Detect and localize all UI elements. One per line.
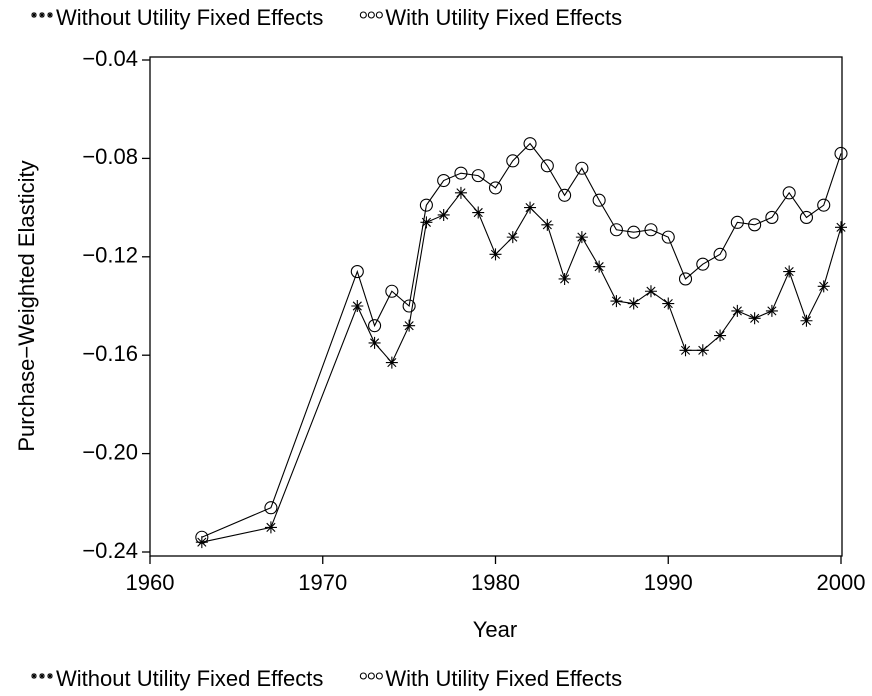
data-point xyxy=(351,300,364,312)
x-tick-label: 1990 xyxy=(644,570,693,595)
legend-symbol xyxy=(367,672,375,680)
y-tick-label: −0.16 xyxy=(82,341,138,366)
data-point xyxy=(368,319,382,333)
legend-label: With Utility Fixed Effects xyxy=(385,5,622,30)
legend-symbol xyxy=(375,11,383,19)
legend-symbol xyxy=(359,11,367,19)
data-point xyxy=(506,231,519,244)
legend-label: With Utility Fixed Effects xyxy=(385,666,622,691)
data-point xyxy=(714,329,727,342)
data-point xyxy=(454,166,468,180)
series-line xyxy=(201,142,842,538)
data-point xyxy=(748,218,762,232)
data-point xyxy=(385,284,399,298)
data-point xyxy=(437,208,450,221)
data-point xyxy=(765,210,779,224)
legend-label: Without Utility Fixed Effects xyxy=(56,5,323,30)
data-point xyxy=(472,206,485,219)
data-point xyxy=(523,137,537,151)
data-point xyxy=(558,272,571,285)
data-point xyxy=(730,215,744,229)
data-point xyxy=(420,216,433,229)
data-point xyxy=(783,265,796,278)
data-point xyxy=(437,173,451,188)
legend: Without Utility Fixed Effects With Utilit… xyxy=(31,666,622,691)
data-point xyxy=(471,169,485,183)
data-point xyxy=(731,304,744,317)
legend-symbol xyxy=(39,12,45,18)
legend-symbol xyxy=(39,673,45,679)
data-point xyxy=(454,186,467,199)
data-point xyxy=(368,336,381,349)
plot-frame xyxy=(149,56,843,557)
data-point xyxy=(678,272,693,286)
data-point xyxy=(593,260,606,273)
series-line xyxy=(201,191,842,543)
data-point xyxy=(679,344,692,357)
data-point xyxy=(644,285,657,298)
legend-symbol xyxy=(367,11,375,19)
x-tick-label: 1970 xyxy=(298,570,347,595)
data-point xyxy=(558,188,572,202)
legend-symbol xyxy=(359,672,367,680)
data-point xyxy=(817,198,831,212)
data-point xyxy=(800,314,813,327)
data-point xyxy=(488,181,503,195)
data-point xyxy=(696,257,710,271)
y-tick-label: −0.20 xyxy=(82,439,138,464)
x-tick-label: 1980 xyxy=(471,570,520,595)
data-point xyxy=(575,231,588,244)
data-point xyxy=(834,146,848,161)
data-point xyxy=(835,221,847,234)
data-point xyxy=(419,198,433,212)
data-point xyxy=(662,297,675,310)
legend-symbol xyxy=(375,672,383,680)
data-point xyxy=(609,223,623,237)
y-tick-label: −0.08 xyxy=(82,144,138,169)
data-point xyxy=(661,230,675,244)
data-point xyxy=(402,299,416,313)
data-point xyxy=(748,312,761,325)
data-point xyxy=(713,247,727,261)
data-point xyxy=(782,186,796,200)
data-point xyxy=(627,225,641,239)
data-point xyxy=(610,295,623,308)
legend-label: Without Utility Fixed Effects xyxy=(56,666,323,691)
legend-symbol xyxy=(47,673,53,679)
data-point xyxy=(506,154,520,168)
legend-symbol xyxy=(31,12,37,18)
data-point xyxy=(627,297,640,310)
data-point xyxy=(195,536,208,549)
data-point xyxy=(541,218,554,231)
data-point xyxy=(575,161,589,175)
data-point xyxy=(799,210,814,224)
data-point xyxy=(489,248,502,261)
data-point xyxy=(524,201,537,214)
y-tick-label: −0.04 xyxy=(82,46,138,71)
data-point xyxy=(403,319,416,332)
data-point xyxy=(264,501,278,515)
data-point xyxy=(540,159,554,173)
data-point xyxy=(350,265,364,279)
y-tick-label: −0.12 xyxy=(82,243,138,268)
data-point xyxy=(765,304,778,317)
data-point xyxy=(817,280,830,293)
data-point xyxy=(592,193,606,207)
legend: Without Utility Fixed Effects With Utilit… xyxy=(31,5,622,30)
x-axis-label: Year xyxy=(473,617,517,642)
data-point xyxy=(644,223,658,237)
legend-symbol xyxy=(31,673,37,679)
data-point xyxy=(264,521,277,534)
y-tick-label: −0.24 xyxy=(82,538,138,563)
x-tick-label: 1960 xyxy=(126,570,175,595)
data-point xyxy=(385,356,398,369)
legend-symbol xyxy=(47,12,53,18)
data-point xyxy=(195,530,209,544)
y-axis-label: Purchase−Weighted Elasticity xyxy=(14,160,39,451)
data-point xyxy=(696,344,709,357)
x-tick-label: 2000 xyxy=(817,570,866,595)
